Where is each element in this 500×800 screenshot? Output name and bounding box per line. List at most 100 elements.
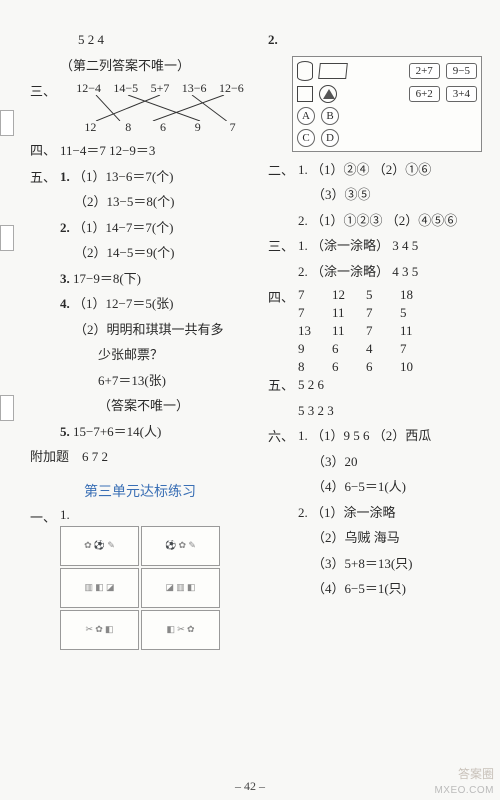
r-sec6-l6: （3）5+8＝13(只) [298,554,488,574]
q2-box: 2+7 9−5 6+2 3+4 A B C D [292,56,482,152]
s5-4c: 少张邮票？ [60,345,250,365]
cylinder-icon [297,61,313,81]
image-cell-6: ◧ ✂ ✿ [141,610,220,650]
t-3-0: 9 [298,341,320,357]
t-2-1: 11 [332,323,354,339]
t-0-2: 5 [366,287,388,303]
t-4-1: 6 [332,359,354,375]
section-3-label: 三、 [30,81,60,141]
s5-4d: 6+7＝13(张) [60,371,250,391]
cross-diagram: 12−4 14−5 5+7 13−6 12−6 12 [70,81,250,135]
s5-4e: （答案不唯一） [60,396,250,416]
watermark-cn: 答案圈 [458,765,494,782]
section-5: 五、 1. （1）13−6＝7(个) （2）13−5＝8(个) 2. （1）14… [30,167,250,448]
unit-sec1-label: 一、 [30,507,60,526]
page-number: – 42 – [0,779,500,794]
cross-top-0: 12−4 [76,81,101,96]
page: 5 2 4 （第二列答案不唯一） 三、 12−4 14−5 5+7 13−6 1… [0,0,500,800]
r-sec2-label: 二、 [268,160,298,237]
t-2-0: 13 [298,323,320,339]
r-sec2-l2: （3）③⑤ [298,185,488,205]
r-section-3: 三、 1. （涂一涂略） 3 4 5 2. （涂一涂略） 4 3 5 [268,236,488,287]
s5-4-n: 4. [60,296,70,311]
image-grid: ✿ ⚽ ✎ ⚽ ✿ ✎ ▥ ◧ ◪ ◪ ▥ ◧ ✂ ✿ ◧ ◧ ✂ ✿ [60,526,220,650]
image-cell-4: ◪ ▥ ◧ [141,568,220,608]
extra-body: 6 7 2 [82,447,108,467]
r-sec4-table: 712518 71175 1311711 9647 86610 [298,287,488,375]
s5-5-n: 5. [60,424,70,439]
r-sec3-label: 三、 [268,236,298,287]
t-4-3: 10 [400,359,422,375]
r-section-5: 五、 5 2 6 5 3 2 3 [268,375,488,426]
s5-1a: （1）13−6＝7(个) [73,169,174,184]
section-3: 三、 12−4 14−5 5+7 13−6 12−6 [30,81,250,141]
label-b: B [321,107,339,125]
r-sec6-l4: 2. （1）涂一涂略 [298,503,488,523]
r-section-4: 四、 712518 71175 1311711 9647 86610 [268,287,488,375]
r-sec5-label: 五、 [268,375,298,426]
s5-4a: （1）12−7＝5(张) [73,296,174,311]
t-4-0: 8 [298,359,320,375]
t-2-3: 11 [400,323,422,339]
s5-3-n: 3. [60,271,70,286]
image-cell-5: ✂ ✿ ◧ [60,610,139,650]
cross-top-2: 5+7 [151,81,170,96]
r-sec2-l1: 1. （1）②④ （2）①⑥ [298,160,488,180]
section-4-label: 四、 [30,141,60,161]
q2-n: 2. [268,30,290,50]
cross-bot-2: 6 [160,120,166,135]
t-1-2: 7 [366,305,388,321]
image-cell-2: ⚽ ✿ ✎ [141,526,220,566]
pill-d: 3+4 [446,86,477,102]
t-3-2: 4 [366,341,388,357]
left-edge-fragment-3 [0,395,14,421]
section-4: 四、 11−4＝7 12−9＝3 [30,141,250,161]
r-sec6-l1: 1. （1）9 5 6 （2）西瓜 [298,426,488,446]
s5-1-n: 1. [60,169,70,184]
section-5-label: 五、 [30,167,60,448]
unit-sec1-n: 1. [60,507,76,526]
label-a: A [297,107,315,125]
t-3-3: 7 [400,341,422,357]
t-3-1: 6 [332,341,354,357]
t-1-1: 11 [332,305,354,321]
r-section-2: 二、 1. （1）②④ （2）①⑥ （3）③⑤ 2. （1）①②③ （2）④⑤⑥ [268,160,488,237]
s5-3a: 17−9＝8(下) [73,271,141,286]
cross-bot-0: 12 [84,120,96,135]
r-sec6-l7: （4）6−5＝1(只) [298,579,488,599]
r-sec6-l2: （3）20 [298,452,488,472]
cross-bot-4: 7 [230,120,236,135]
cross-top-1: 14−5 [113,81,138,96]
unit-sec1: 一、 1. [30,507,250,526]
s5-1b: （2）13−5＝8(个) [60,192,250,212]
t-1-0: 7 [298,305,320,321]
r-sec6-l3: （4）6−5＝1(人) [298,477,488,497]
r-sec3-l2: 2. （涂一涂略） 4 3 5 [298,262,488,282]
image-cell-1: ✿ ⚽ ✎ [60,526,139,566]
t-0-1: 12 [332,287,354,303]
s5-2b: （2）14−5＝9(个) [60,243,250,263]
s5-2-n: 2. [60,220,70,235]
extra-row: 附加题 6 7 2 [30,447,250,467]
top-numbers: 5 2 4 [30,30,250,50]
image-cell-3: ▥ ◧ ◪ [60,568,139,608]
cross-top-4: 12−6 [219,81,244,96]
extra-label: 附加题 [30,447,82,467]
pill-b: 9−5 [446,63,477,79]
label-c: C [297,129,315,147]
left-edge-fragment-1 [0,110,14,136]
section-4-body: 11−4＝7 12−9＝3 [60,141,250,161]
t-4-2: 6 [366,359,388,375]
t-1-3: 5 [400,305,422,321]
s5-5a: 15−7+6＝14(人) [73,424,161,439]
cross-bot-3: 9 [195,120,201,135]
top-note: （第二列答案不唯一） [30,56,250,76]
t-0-3: 18 [400,287,422,303]
right-column: 2. 2+7 9−5 6+2 3+4 A B C [268,30,488,780]
r-sec6-l5: （2）乌贼 海马 [298,528,488,548]
unit-title: 第三单元达标练习 [30,481,250,501]
r-section-6: 六、 1. （1）9 5 6 （2）西瓜 （3）20 （4）6−5＝1(人) 2… [268,426,488,605]
r-sec2-l3: 2. （1）①②③ （2）④⑤⑥ [298,211,488,231]
cuboid-icon [318,63,348,79]
watermark-url: MXEO.COM [434,785,494,796]
